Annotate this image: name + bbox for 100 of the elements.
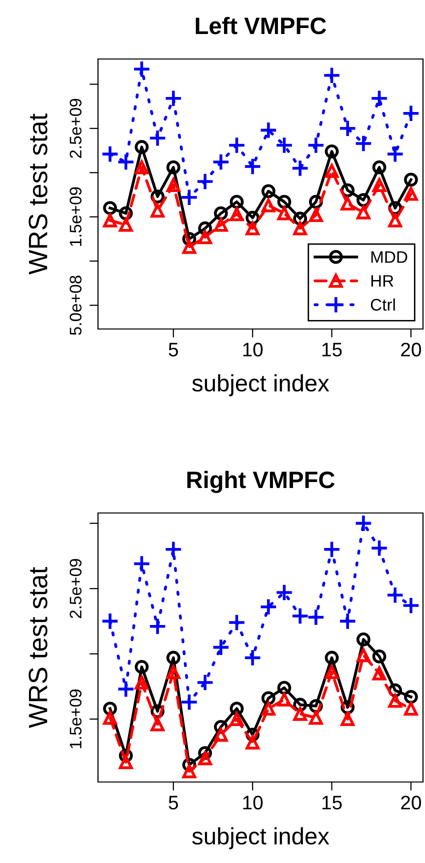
point — [354, 134, 372, 152]
point — [372, 178, 386, 192]
point — [322, 540, 341, 558]
legend-label: HR — [371, 275, 394, 287]
point — [244, 157, 262, 176]
point — [324, 164, 339, 178]
point — [261, 198, 276, 212]
point — [386, 586, 404, 604]
point — [246, 221, 260, 236]
point — [228, 136, 246, 154]
point — [103, 213, 117, 228]
x-tick-label: 20 — [401, 342, 422, 356]
point — [212, 153, 230, 172]
y-tick-label: 2.5e+09 — [70, 98, 82, 158]
point — [372, 160, 386, 174]
point — [340, 712, 355, 726]
x-tick-label: 15 — [322, 342, 342, 356]
point — [134, 660, 149, 674]
point — [372, 666, 386, 680]
point — [164, 89, 182, 108]
point — [370, 539, 388, 558]
point — [404, 172, 418, 187]
point — [324, 144, 339, 158]
point — [277, 206, 292, 220]
point — [277, 692, 292, 706]
point — [261, 702, 276, 716]
point — [101, 612, 120, 630]
point — [132, 60, 151, 78]
point — [214, 206, 228, 220]
point — [338, 119, 357, 138]
point — [228, 613, 246, 632]
point — [166, 665, 180, 680]
point — [402, 104, 420, 122]
y-tick-label: 5.0e+08 — [70, 276, 82, 335]
y-axis-title: WRS test stat — [28, 567, 48, 728]
point — [291, 159, 310, 178]
x-tick-label: 20 — [401, 796, 422, 810]
point — [150, 204, 164, 218]
point — [388, 213, 402, 228]
point — [134, 140, 149, 154]
point — [134, 676, 149, 690]
x-axis-title: subject index — [192, 827, 330, 850]
point — [306, 136, 325, 154]
point — [322, 66, 341, 84]
point — [324, 665, 339, 680]
point — [370, 89, 388, 108]
point — [372, 649, 386, 664]
point — [148, 617, 167, 636]
point — [116, 153, 135, 172]
point — [166, 160, 180, 174]
point — [404, 690, 418, 704]
legend-label: MDD — [371, 251, 408, 263]
point — [356, 205, 370, 220]
point — [198, 230, 212, 244]
y-tick-label: 2.5e+09 — [70, 559, 82, 618]
point — [386, 145, 404, 164]
y-tick-label: 1.5e+09 — [70, 690, 82, 748]
point — [103, 201, 117, 215]
point — [166, 650, 180, 665]
point — [356, 648, 370, 662]
point — [291, 606, 310, 626]
point — [259, 121, 278, 140]
point — [404, 186, 418, 201]
point — [402, 596, 420, 615]
point — [275, 583, 294, 602]
point — [214, 218, 228, 232]
point — [212, 638, 230, 656]
x-tick-label: 10 — [243, 796, 263, 810]
point — [214, 728, 228, 742]
point — [198, 751, 212, 766]
point — [306, 608, 325, 626]
point — [261, 184, 276, 198]
y-axis-title: WRS test stat — [28, 114, 48, 275]
point — [356, 632, 370, 646]
point — [148, 129, 167, 148]
point — [196, 674, 214, 692]
point — [324, 650, 339, 665]
point — [132, 554, 151, 573]
point — [134, 160, 149, 174]
x-tick-label: 15 — [322, 796, 342, 810]
point — [116, 680, 135, 698]
point — [246, 736, 260, 750]
point — [118, 755, 133, 770]
point — [354, 514, 372, 532]
point — [103, 710, 117, 725]
x-tick-label: 5 — [168, 342, 178, 356]
point — [293, 221, 308, 236]
point — [338, 612, 357, 630]
point — [166, 178, 180, 192]
point — [340, 196, 355, 211]
point — [230, 712, 244, 726]
point — [293, 706, 308, 721]
point — [182, 764, 196, 778]
x-tick-label: 5 — [168, 796, 178, 810]
point — [244, 648, 262, 667]
point — [180, 188, 198, 206]
point — [388, 694, 402, 708]
legend-label: Ctrl — [370, 298, 395, 311]
point — [404, 702, 418, 716]
point — [230, 207, 244, 222]
